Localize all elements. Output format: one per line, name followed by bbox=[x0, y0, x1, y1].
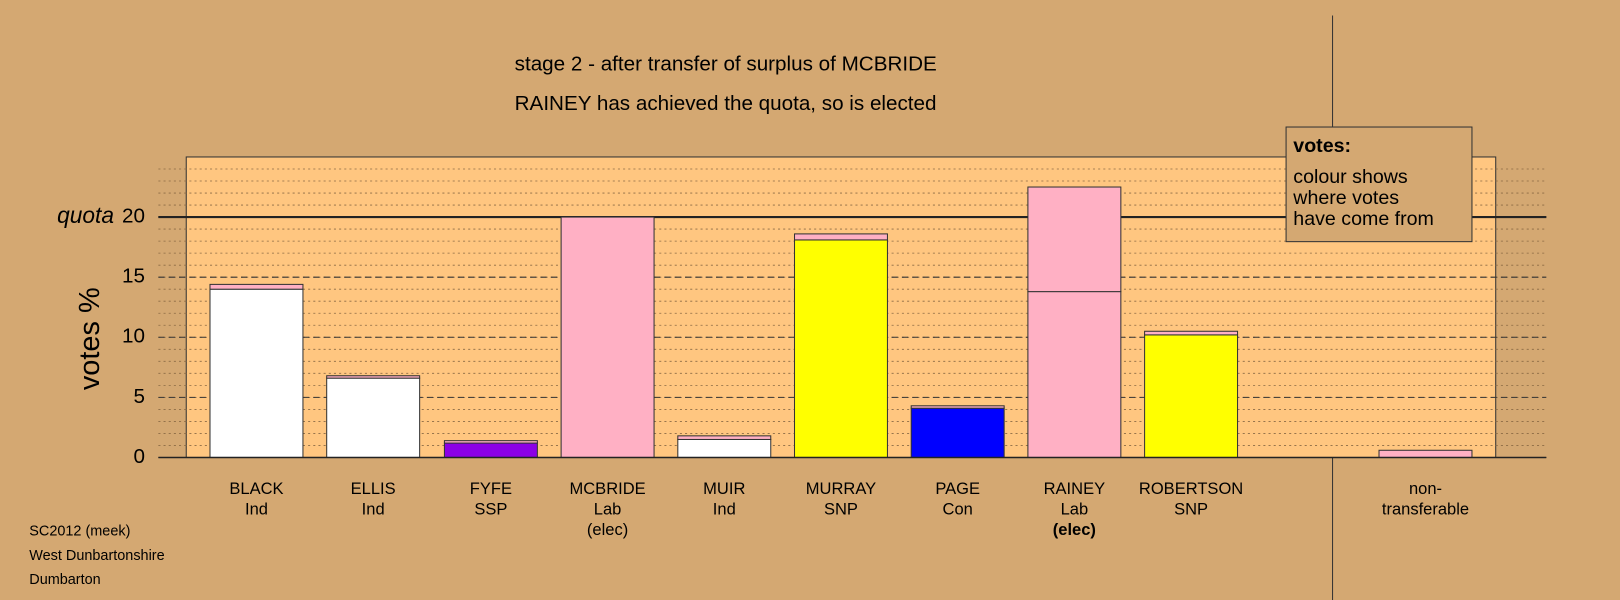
x-tick-label: MURRAY bbox=[806, 479, 876, 498]
x-tick-label: Lab bbox=[1061, 500, 1089, 519]
bar-segment bbox=[209, 288, 304, 459]
x-tick-label: Lab bbox=[594, 500, 622, 519]
legend-text: have come from bbox=[1293, 208, 1434, 230]
x-tick-label: (elec) bbox=[587, 520, 628, 539]
x-tick-label: ELLIS bbox=[351, 479, 396, 498]
plot: 0 5 10 15 20 quota BLACK Ind ELLIS Ind FYFE SSP MCBR… bbox=[29, 126, 1547, 588]
x-tick-label: FYFE bbox=[470, 479, 512, 498]
footer-text: West Dunbartonshire bbox=[29, 548, 164, 564]
bar-segment bbox=[1027, 291, 1122, 459]
bar-segment bbox=[443, 442, 538, 459]
x-tick-label: Ind bbox=[362, 500, 385, 519]
bar-segment bbox=[326, 377, 421, 459]
bar-segment bbox=[677, 435, 772, 440]
x-tick-label: PAGE bbox=[935, 479, 980, 498]
legend-text: where votes bbox=[1292, 187, 1399, 209]
footer-text: Dumbarton bbox=[29, 572, 100, 588]
x-tick-label: SNP bbox=[1174, 500, 1208, 519]
x-tick-label: ROBERTSON bbox=[1139, 479, 1243, 498]
x-tick-label: Con bbox=[943, 500, 973, 519]
y-tick-label: 5 bbox=[133, 385, 144, 408]
legend-box bbox=[1285, 126, 1473, 243]
chart-title: stage 2 - after transfer of surplus of M… bbox=[515, 53, 937, 76]
x-tick-label: MUIR bbox=[703, 479, 745, 498]
bar-segment bbox=[1144, 330, 1239, 336]
x-tick-label: MCBRIDE bbox=[570, 479, 646, 498]
bar-segment bbox=[209, 283, 304, 290]
y-tick-label: 10 bbox=[122, 325, 145, 348]
x-tick-label: SNP bbox=[824, 500, 858, 519]
x-tick-label: SSP bbox=[474, 500, 507, 519]
x-tick-label: Ind bbox=[713, 500, 736, 519]
y-axis-label: votes % bbox=[74, 287, 106, 390]
x-tick-label: (elec) bbox=[1053, 520, 1096, 539]
chart-subtitle: RAINEY has achieved the quota, so is ele… bbox=[515, 92, 937, 115]
bar-segment bbox=[443, 440, 538, 444]
bar-segment bbox=[677, 438, 772, 459]
bar-segment bbox=[560, 216, 655, 459]
bar-segment bbox=[326, 375, 421, 379]
bar-segment bbox=[1144, 334, 1239, 459]
bar-segment bbox=[793, 233, 888, 241]
quota-label: quota bbox=[57, 202, 114, 228]
x-tick-label: RAINEY bbox=[1044, 479, 1106, 498]
x-tick-label: BLACK bbox=[229, 479, 283, 498]
legend-text: colour shows bbox=[1293, 166, 1408, 188]
bar-segment bbox=[1027, 186, 1122, 293]
x-tick-label: transferable bbox=[1382, 500, 1469, 519]
bar-segment bbox=[1378, 449, 1473, 459]
footer-text: SC2012 (meek) bbox=[29, 524, 130, 540]
y-tick-label: 0 bbox=[133, 445, 144, 468]
x-tick-label: non- bbox=[1409, 479, 1442, 498]
x-tick-label: Ind bbox=[245, 500, 268, 519]
bar-segment bbox=[910, 405, 1005, 409]
legend-title: votes: bbox=[1293, 135, 1351, 157]
bar-segment bbox=[910, 407, 1005, 459]
y-tick-label: 15 bbox=[122, 265, 145, 288]
y-tick-label: 20 bbox=[122, 205, 145, 228]
bar-segment bbox=[793, 239, 888, 459]
